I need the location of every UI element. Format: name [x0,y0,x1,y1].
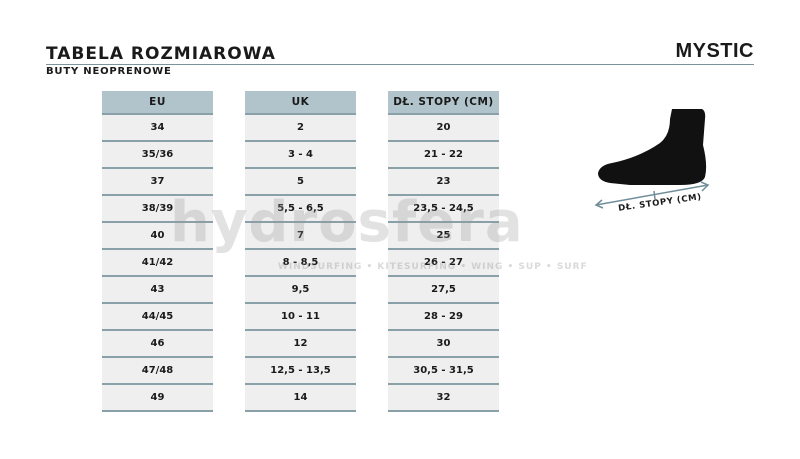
length-arrow [594,181,710,209]
brand-logo: MYSTIC [675,40,754,62]
table-cell: 30 [388,331,499,358]
foot-icon [594,109,710,209]
table-cell: 3 - 4 [245,142,356,169]
table-cell: 9,5 [245,277,356,304]
watermark: hydrosfera [170,190,524,255]
table-cell: 21 - 22 [388,142,499,169]
table-cell: 49 [102,385,213,412]
table-cell: 34 [102,115,213,142]
table-cell: 25 [388,223,499,250]
table-cell: 37 [102,169,213,196]
table-cell: 5,5 - 6,5 [245,196,356,223]
table-cell: 35/36 [102,142,213,169]
table-cell: 32 [388,385,499,412]
table-cell: 23 [388,169,499,196]
table-cell: 38/39 [102,196,213,223]
column-header: DŁ. STOPY (CM) [388,91,499,115]
table-cell: 28 - 29 [388,304,499,331]
table-cell: 12,5 - 13,5 [245,358,356,385]
column-header: UK [245,91,356,115]
size-column: EU 34 35/36 37 38/39 40 41/42 43 44/45 46 47/48 49 [102,91,213,412]
table-cell: 30,5 - 31,5 [388,358,499,385]
table-cell: 20 [388,115,499,142]
column-header: EU [102,91,213,115]
divider [46,64,754,65]
table-cell: 7 [245,223,356,250]
page-subtitle: BUTY NEOPRENOWE [46,66,172,77]
table-cell: 2 [245,115,356,142]
size-column: UK 2 3 - 4 5 5,5 - 6,5 7 8 - 8,5 9,5 10 - 11 12 12… [245,91,356,412]
table-cell: 47/48 [102,358,213,385]
table-cell: 14 [245,385,356,412]
table-cell: 23,5 - 24,5 [388,196,499,223]
size-column: DŁ. STOPY (CM) 20 21 - 22 23 23,5 - 24,5 25 26… [388,91,499,412]
table-cell: 5 [245,169,356,196]
table-cell: 10 - 11 [245,304,356,331]
table-cell: 41/42 [102,250,213,277]
table-cell: 26 - 27 [388,250,499,277]
table-cell: 12 [245,331,356,358]
page-title: TABELA ROZMIAROWA [46,44,276,64]
watermark-tagline: WINDSURFING • KITESURFING • WING • SUP •… [278,262,588,272]
table-cell: 46 [102,331,213,358]
table-cell: 8 - 8,5 [245,250,356,277]
table-cell: 40 [102,223,213,250]
table-cell: 27,5 [388,277,499,304]
table-cell: 44/45 [102,304,213,331]
table-cell: 43 [102,277,213,304]
